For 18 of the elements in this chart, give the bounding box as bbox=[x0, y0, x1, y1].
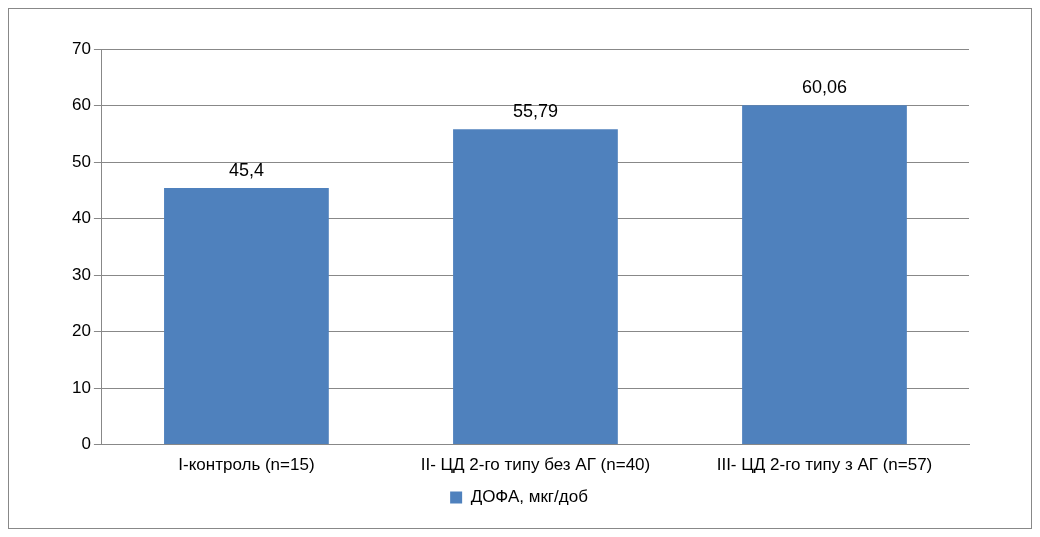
data-label: 45,4 bbox=[228, 159, 264, 180]
y-tick-label: 20 bbox=[71, 321, 91, 341]
data-label: 60,06 bbox=[801, 77, 848, 98]
data-label: 55,79 bbox=[512, 101, 558, 122]
y-tick-label: 50 bbox=[71, 151, 91, 171]
x-tick-label: II- ЦД 2-го типу без АГ (n=40) bbox=[420, 455, 651, 475]
y-tick-label: 60 bbox=[71, 95, 91, 115]
y-tick-label: 10 bbox=[71, 377, 91, 397]
x-tick-label: III- ЦД 2-го типу з АГ (n=57) bbox=[716, 455, 933, 475]
legend-label: ДОФА, мкг/доб bbox=[470, 487, 589, 507]
bar bbox=[742, 105, 907, 445]
y-tick-label: 0 bbox=[81, 434, 91, 454]
x-tick-label: I-контроль (n=15) bbox=[178, 455, 315, 475]
y-tick-label: 40 bbox=[71, 208, 91, 228]
bar bbox=[453, 129, 618, 445]
bar bbox=[164, 188, 329, 445]
y-tick-label: 70 bbox=[71, 38, 91, 58]
y-tick-label: 30 bbox=[71, 264, 91, 284]
